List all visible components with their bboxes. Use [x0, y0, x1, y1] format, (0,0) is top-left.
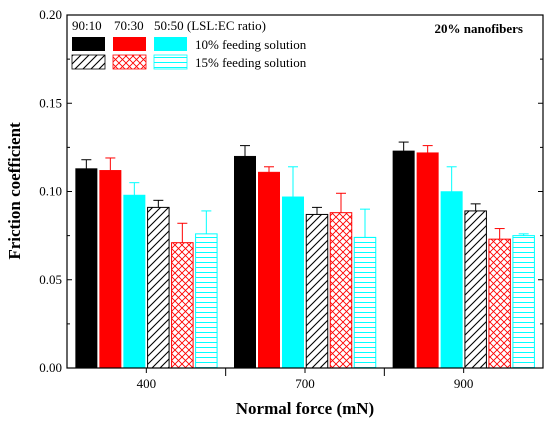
legend-ratio-label-3: 50:50 (LSL:EC ratio): [154, 18, 266, 33]
x-tick-label: 700: [295, 376, 315, 391]
y-tick-label: 0.00: [39, 360, 62, 375]
legend-ratio-label-2: 70:30: [114, 18, 144, 33]
y-tick-label: 0.05: [39, 272, 62, 287]
x-axis-title: Normal force (mN): [236, 399, 374, 418]
y-axis: 0.00 0.05 0.10 0.15 0.20: [39, 7, 543, 375]
bar: [75, 168, 98, 369]
x-tick-label: 400: [137, 376, 157, 391]
bar: [464, 210, 487, 369]
legend-swatch-50-50-15pct: [153, 54, 188, 70]
bar: [99, 170, 122, 369]
bar: [488, 238, 511, 369]
x-tick-label: 900: [454, 376, 474, 391]
bar: [258, 171, 280, 369]
bar: [440, 191, 463, 369]
legend-ratio-label-1: 90:10: [72, 18, 102, 33]
y-tick-label: 0.15: [39, 95, 62, 110]
y-tick-label: 0.20: [39, 7, 62, 22]
bar: [282, 196, 304, 369]
legend-swatch-70-30-15pct: [112, 54, 147, 70]
chart-annotation: 20% nanofibers: [435, 21, 523, 36]
bar: [234, 155, 256, 369]
y-tick-label: 0.10: [39, 184, 62, 199]
plot-content: [75, 141, 535, 369]
bar: [305, 213, 329, 369]
bar: [392, 150, 415, 369]
legend-swatch-90-10-10pct: [72, 37, 105, 51]
legend-swatch-90-10-15pct: [71, 54, 106, 70]
legend-feeding-label-10pct: 10% feeding solution: [195, 37, 307, 52]
bar: [171, 242, 194, 369]
bar: [329, 212, 353, 369]
bar: [353, 236, 377, 369]
legend-feeding-label-15pct: 15% feeding solution: [195, 55, 307, 70]
x-axis: 400 700 900: [137, 368, 474, 391]
bar: [147, 206, 170, 369]
bar: [512, 235, 535, 369]
y-axis-title: Friction coefficient: [5, 122, 24, 260]
bar: [195, 233, 218, 369]
legend-swatch-50-50-10pct: [154, 37, 187, 51]
legend: 90:10 70:30 50:50 (LSL:EC ratio) 10% fee…: [71, 18, 307, 70]
bar: [416, 152, 439, 369]
legend-swatch-70-30-10pct: [113, 37, 146, 51]
bar: [123, 194, 146, 369]
